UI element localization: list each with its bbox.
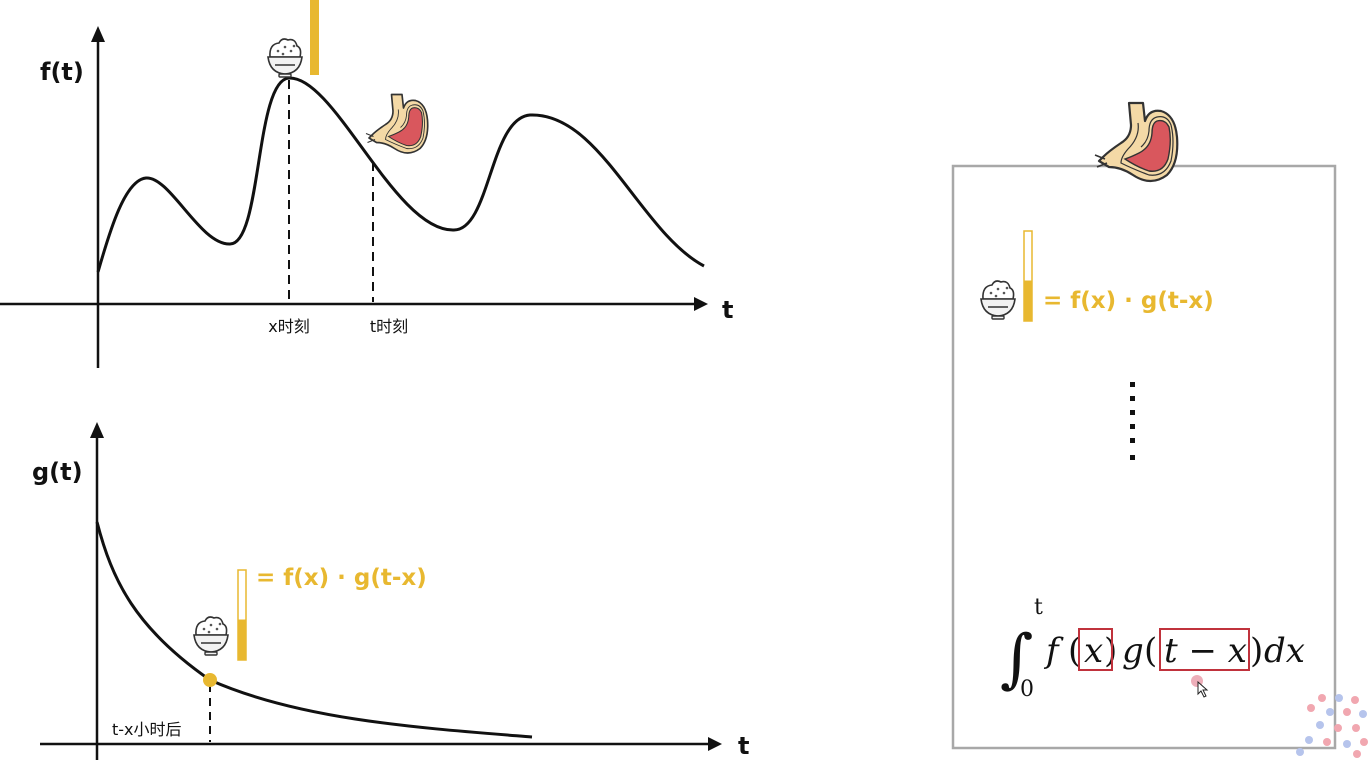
g-curve xyxy=(95,521,533,739)
f-open-paren: ( xyxy=(1068,631,1081,671)
bottom-x-axis-label: t xyxy=(738,732,749,760)
g-close-paren: ) xyxy=(1250,631,1263,671)
bottom-y-axis-label: g(t) xyxy=(32,458,83,486)
panel-formula: = f(x) · g(t-x) xyxy=(1043,288,1214,314)
remaining-bar-fill xyxy=(238,619,246,660)
f-curve xyxy=(96,76,705,273)
f-argument-highlight xyxy=(1078,628,1113,671)
rice-bowl-icon xyxy=(193,616,229,656)
top-y-axis-arrow xyxy=(91,26,105,42)
vertical-ellipsis xyxy=(1130,382,1135,460)
panel-bar-fill xyxy=(1024,280,1032,321)
differential: dx xyxy=(1264,631,1305,671)
top-chart: f(t) t x时刻 t时刻 xyxy=(0,0,733,368)
g-argument-highlight xyxy=(1159,628,1250,671)
x-moment-label: x时刻 xyxy=(268,317,309,336)
bottom-y-axis-arrow xyxy=(90,422,104,438)
t-moment-label: t时刻 xyxy=(370,317,408,336)
g-argument: t − x xyxy=(1164,631,1247,671)
t-minus-x-label: t-x小时后 xyxy=(112,720,182,739)
f-argument: x xyxy=(1084,631,1103,671)
convolution-integral: ∫ t 0 f ( x ) g ( t − x ) dx xyxy=(1000,595,1305,702)
integral-lower-limit: 0 xyxy=(1020,677,1034,702)
integral-sign: ∫ xyxy=(1000,622,1033,696)
bottom-formula: = f(x) · g(t-x) xyxy=(256,565,427,591)
g-open-paren: ( xyxy=(1144,631,1157,671)
bottom-x-axis-arrow xyxy=(708,737,722,751)
top-y-axis-label: f(t) xyxy=(40,58,84,86)
rice-bowl-icon xyxy=(267,38,303,78)
logo-dots-icon xyxy=(1296,694,1368,758)
integral-upper-limit: t xyxy=(1034,595,1043,620)
cursor-icon xyxy=(1191,675,1209,698)
g-function-name: g xyxy=(1122,631,1144,671)
top-x-axis-arrow xyxy=(694,297,708,311)
stomach-icon xyxy=(365,93,429,154)
evaluation-point xyxy=(203,673,217,687)
intake-bar xyxy=(310,0,319,75)
bottom-chart: g(t) t t-x小时后 = f(x) · g(t-x) xyxy=(32,422,749,760)
f-close-paren: ) xyxy=(1104,631,1117,671)
top-x-axis-label: t xyxy=(722,296,733,324)
stomach-panel: = f(x) · g(t-x) ∫ t 0 f ( x ) g ( t − x … xyxy=(951,101,1337,750)
